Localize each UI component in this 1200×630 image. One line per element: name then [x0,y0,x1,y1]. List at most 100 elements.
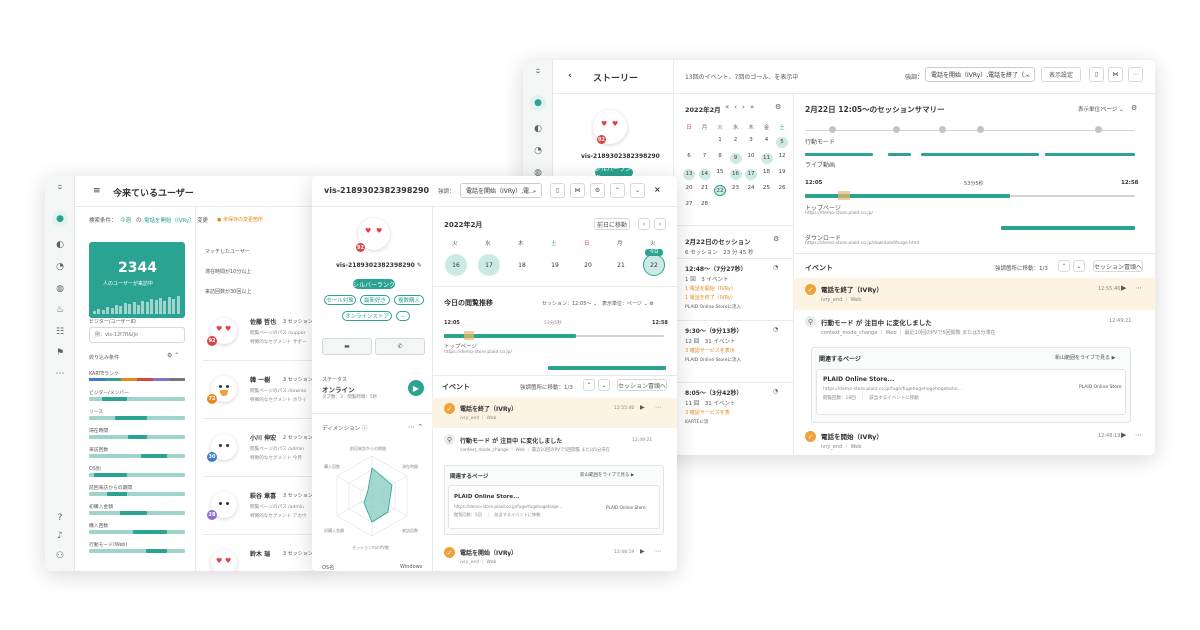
filter-distribution-bar[interactable] [89,549,185,553]
settings-icon[interactable]: ⚙ [590,183,605,198]
highlight-select[interactable]: 電話を開始（IVRy）,電話を終了（... ⌄ [925,67,1035,82]
calendar-day[interactable]: 24 [747,185,755,191]
help-icon[interactable]: ? [57,513,63,523]
play-small-icon[interactable]: ▶ [1121,431,1127,439]
user-search-icon[interactable]: ◐ [56,240,64,250]
jump-prev-button[interactable]: ⌃ [1058,260,1070,272]
calendar-day[interactable]: 25 [763,185,770,191]
user-name[interactable]: 鈴木 瑞 [250,551,271,558]
play-small-icon[interactable]: ▶ [1121,284,1127,292]
calendar-day[interactable]: 13 [683,169,695,180]
session-top-button[interactable]: セッション冒頭へ [617,379,667,391]
week-day[interactable]: 21 [617,261,625,269]
analytics-icon[interactable]: ◍ [56,284,64,294]
filter-selected-range[interactable] [146,549,167,553]
filter-selected-range[interactable] [115,416,147,420]
session-time[interactable]: 12:48〜（7分27秒） [685,266,747,273]
prev-icon[interactable]: ⌃ [610,183,625,198]
filter-selected-range[interactable] [120,511,147,515]
calendar-day[interactable]: 20 [685,185,693,191]
calendar-day[interactable]: 18 [763,169,770,175]
phone-icon[interactable]: ✆ [375,338,425,355]
related-page-item[interactable] [816,369,1126,415]
play-small-icon[interactable]: ▶ [640,404,645,411]
event-highlight-row[interactable] [432,398,677,428]
calendar-day[interactable]: 8 [718,153,722,159]
more-icon[interactable]: ⋯ [55,369,65,379]
share-icon[interactable]: ⋈ [1108,67,1123,82]
calendar-day[interactable]: 5 [776,137,788,148]
related-live-link[interactable]: 新山範囲をライブで見る ▶ [1055,355,1116,361]
clock-icon[interactable]: ◔ [534,146,542,156]
segment-tag[interactable]: 最新好き [360,295,390,305]
segment-tag[interactable]: 複数購入 [394,295,424,305]
week-prev-button[interactable]: ‹ [638,218,650,230]
session-select[interactable]: セッション：12:05〜 ⌄ [542,301,598,307]
unit-select[interactable]: ページ ⌄ [1101,107,1124,113]
calendar-day[interactable]: 1 [718,137,722,143]
filter-settings-icon[interactable]: ⚙ ⌃ [167,352,180,359]
calendar-day[interactable]: 14 [698,169,711,180]
calendar-day[interactable]: 27 [685,201,693,207]
session-time[interactable]: 8:05〜（3分42秒） [685,390,743,397]
week-day[interactable]: 22 [643,254,665,276]
bookmark-icon[interactable]: ▯ [1089,67,1104,82]
chat-icon[interactable]: ▬ [322,338,372,355]
calendar-day[interactable]: 17 [745,169,757,180]
user-name[interactable]: 小川 伸宏 [250,435,277,442]
filter-distribution-bar[interactable] [89,473,185,477]
analytics-icon[interactable]: ◍ [534,168,542,178]
settings-icon[interactable]: ⚙ [775,103,782,111]
week-day[interactable]: 18 [518,261,526,269]
calendar-day[interactable]: 7 [702,153,707,159]
filter-selected-range[interactable] [94,473,127,477]
condition-event[interactable]: 電話を開始（IVRy） [144,218,195,224]
timeline-cursor[interactable] [464,331,474,340]
related-live-link[interactable]: 新山範囲をライブで見る ▶ [580,473,635,478]
filter-selected-range[interactable] [133,530,167,534]
calendar-day[interactable]: 11 [760,153,773,164]
display-settings-button[interactable]: 表示設定 [1041,67,1081,82]
calendar-day[interactable]: 21 [701,185,708,191]
filter-selected-range[interactable] [128,435,147,439]
clock-icon[interactable]: ◔ [56,262,64,272]
filter-distribution-bar[interactable] [89,397,185,401]
related-page-item[interactable] [448,485,660,529]
calendar-day[interactable]: 9 [729,153,742,164]
calendar-day[interactable]: 19 [778,169,786,175]
jump-next-button[interactable]: ⌄ [1073,260,1085,272]
filter-selected-range[interactable] [107,492,127,496]
dimension-toggle-icon[interactable]: ⋯ ⌃ [408,423,424,431]
calendar-day[interactable]: 15 [716,169,724,175]
event-highlight-row[interactable] [793,278,1155,310]
unit-select[interactable]: 表示単位：ページ ⌄ ⚙ [602,301,654,307]
calendar-day[interactable]: 3 [749,137,753,143]
user-search-icon[interactable]: ◐ [534,124,542,134]
filter-selected-range[interactable] [102,397,127,401]
flag-icon[interactable]: ⚑ [55,348,65,358]
summary-settings-icon[interactable]: ⚙ [1131,104,1138,112]
event-more-icon[interactable]: ⋯ [1135,284,1142,292]
week-day[interactable]: 16 [445,254,467,276]
calendar-day[interactable]: 23 [732,185,739,191]
user-name[interactable]: 韓 一樹 [250,377,271,384]
calendar-day[interactable]: 10 [747,153,755,159]
calendar-day[interactable]: 12 [778,153,786,159]
back-icon[interactable]: ‹ [568,71,572,81]
user-name[interactable]: 佐藤 哲也 [250,319,277,326]
user-icon[interactable]: ● [52,211,68,227]
session-time[interactable]: 9:30〜（9分13秒） [685,328,743,335]
timeline-cursor[interactable] [838,191,850,200]
play-small-icon[interactable]: ▶ [640,548,645,555]
group-icon[interactable]: ☷ [55,327,65,337]
calendar-day[interactable]: 22 [714,185,726,196]
filter-distribution-bar[interactable] [89,454,185,458]
play-icon[interactable]: ▶ [408,380,424,396]
calendar-day[interactable]: 4 [764,137,769,143]
calendar-day[interactable]: 2 [733,137,738,143]
bookmark-icon[interactable]: ▯ [550,183,565,198]
fire-icon[interactable]: ♨ [55,305,65,315]
jump-next-button[interactable]: ⌄ [598,379,610,391]
bell-icon[interactable]: ♪ [57,531,63,541]
calendar-day[interactable]: 28 [701,201,708,207]
